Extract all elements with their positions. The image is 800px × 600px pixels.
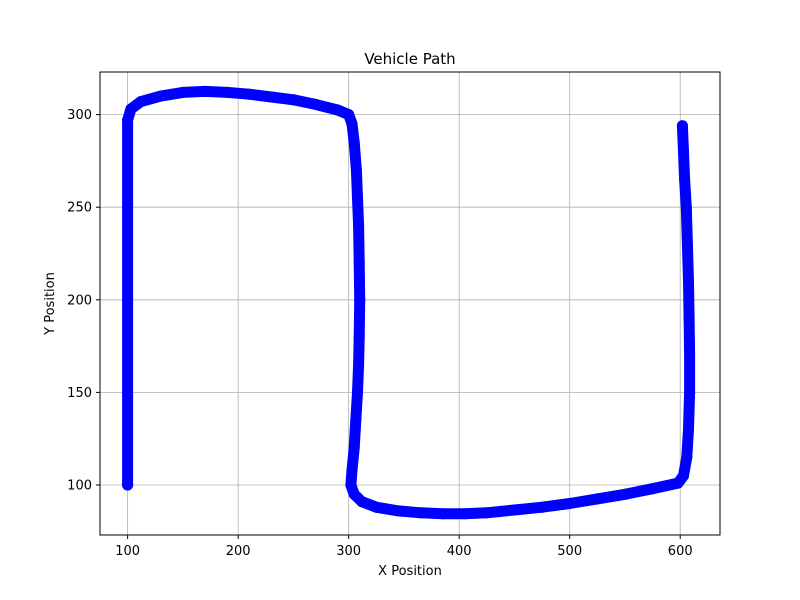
path-point <box>265 91 277 103</box>
path-point <box>678 146 689 158</box>
path-point <box>122 114 134 126</box>
path-point <box>352 386 363 398</box>
x-tick-label: 400 <box>447 544 472 559</box>
path-point <box>564 498 576 509</box>
x-tick-label: 500 <box>557 544 582 559</box>
path-point <box>350 414 362 426</box>
y-tick-label: 100 <box>67 478 92 493</box>
path-point <box>350 164 362 176</box>
path-point <box>122 294 134 306</box>
path-point <box>683 423 694 435</box>
y-axis-ticks: 100 150 200 250 300 <box>67 108 100 493</box>
path-point <box>437 508 449 520</box>
path-point <box>683 312 695 324</box>
path-point <box>415 507 426 519</box>
x-tick-label: 100 <box>115 544 140 559</box>
path-point <box>676 120 688 132</box>
y-axis-label: Y Position <box>43 272 58 336</box>
path-point <box>684 349 696 361</box>
path-point <box>619 488 631 500</box>
y-tick-label: 200 <box>67 293 92 308</box>
path-point <box>536 501 548 513</box>
path-point <box>348 136 360 148</box>
path-point <box>346 464 358 476</box>
path-point <box>345 479 357 491</box>
path-point <box>679 173 691 185</box>
path-point <box>392 505 404 517</box>
path-point <box>122 386 134 398</box>
path-point <box>678 470 689 482</box>
x-tick-label: 300 <box>336 544 361 559</box>
path-point <box>459 508 471 520</box>
path-point <box>343 109 355 121</box>
y-tick-label: 300 <box>67 108 92 123</box>
path-point <box>356 496 368 508</box>
plot-frame <box>99 71 721 536</box>
path-point <box>680 201 692 213</box>
path-point <box>370 501 382 513</box>
x-tick-label: 200 <box>226 544 251 559</box>
path-series <box>122 85 696 520</box>
path-point <box>353 257 365 269</box>
path-point <box>348 442 360 454</box>
x-axis-label: X Position <box>378 564 442 579</box>
path-point <box>354 294 366 306</box>
path-point <box>122 479 134 491</box>
path-point <box>310 98 321 110</box>
path-point <box>125 103 137 115</box>
path-point <box>508 504 520 516</box>
path-point <box>684 386 696 398</box>
path-point <box>647 483 659 495</box>
path-point <box>348 488 360 500</box>
path-point <box>221 86 233 98</box>
path-point <box>135 96 147 108</box>
path-point <box>177 86 189 98</box>
path-point <box>353 220 365 232</box>
path-line <box>122 85 696 520</box>
path-point <box>243 88 255 100</box>
path-point <box>681 238 693 250</box>
x-axis-ticks: 100 200 300 400 500 600 <box>115 535 693 559</box>
x-tick-label: 600 <box>668 544 693 559</box>
grid-lines <box>100 72 720 535</box>
path-point <box>346 118 358 130</box>
path-point <box>287 94 299 106</box>
path-point <box>122 201 134 213</box>
path-point <box>353 331 365 343</box>
chart-title: Vehicle Path <box>364 50 455 68</box>
path-point <box>681 451 693 463</box>
path-point <box>155 90 167 102</box>
path-point <box>683 275 694 287</box>
path-point <box>199 85 211 97</box>
y-tick-label: 150 <box>67 386 92 401</box>
path-point <box>481 507 493 519</box>
path-point <box>353 359 365 371</box>
path-point <box>591 493 603 505</box>
path-point <box>332 104 344 116</box>
y-tick-label: 250 <box>67 201 92 216</box>
path-point <box>352 192 363 204</box>
